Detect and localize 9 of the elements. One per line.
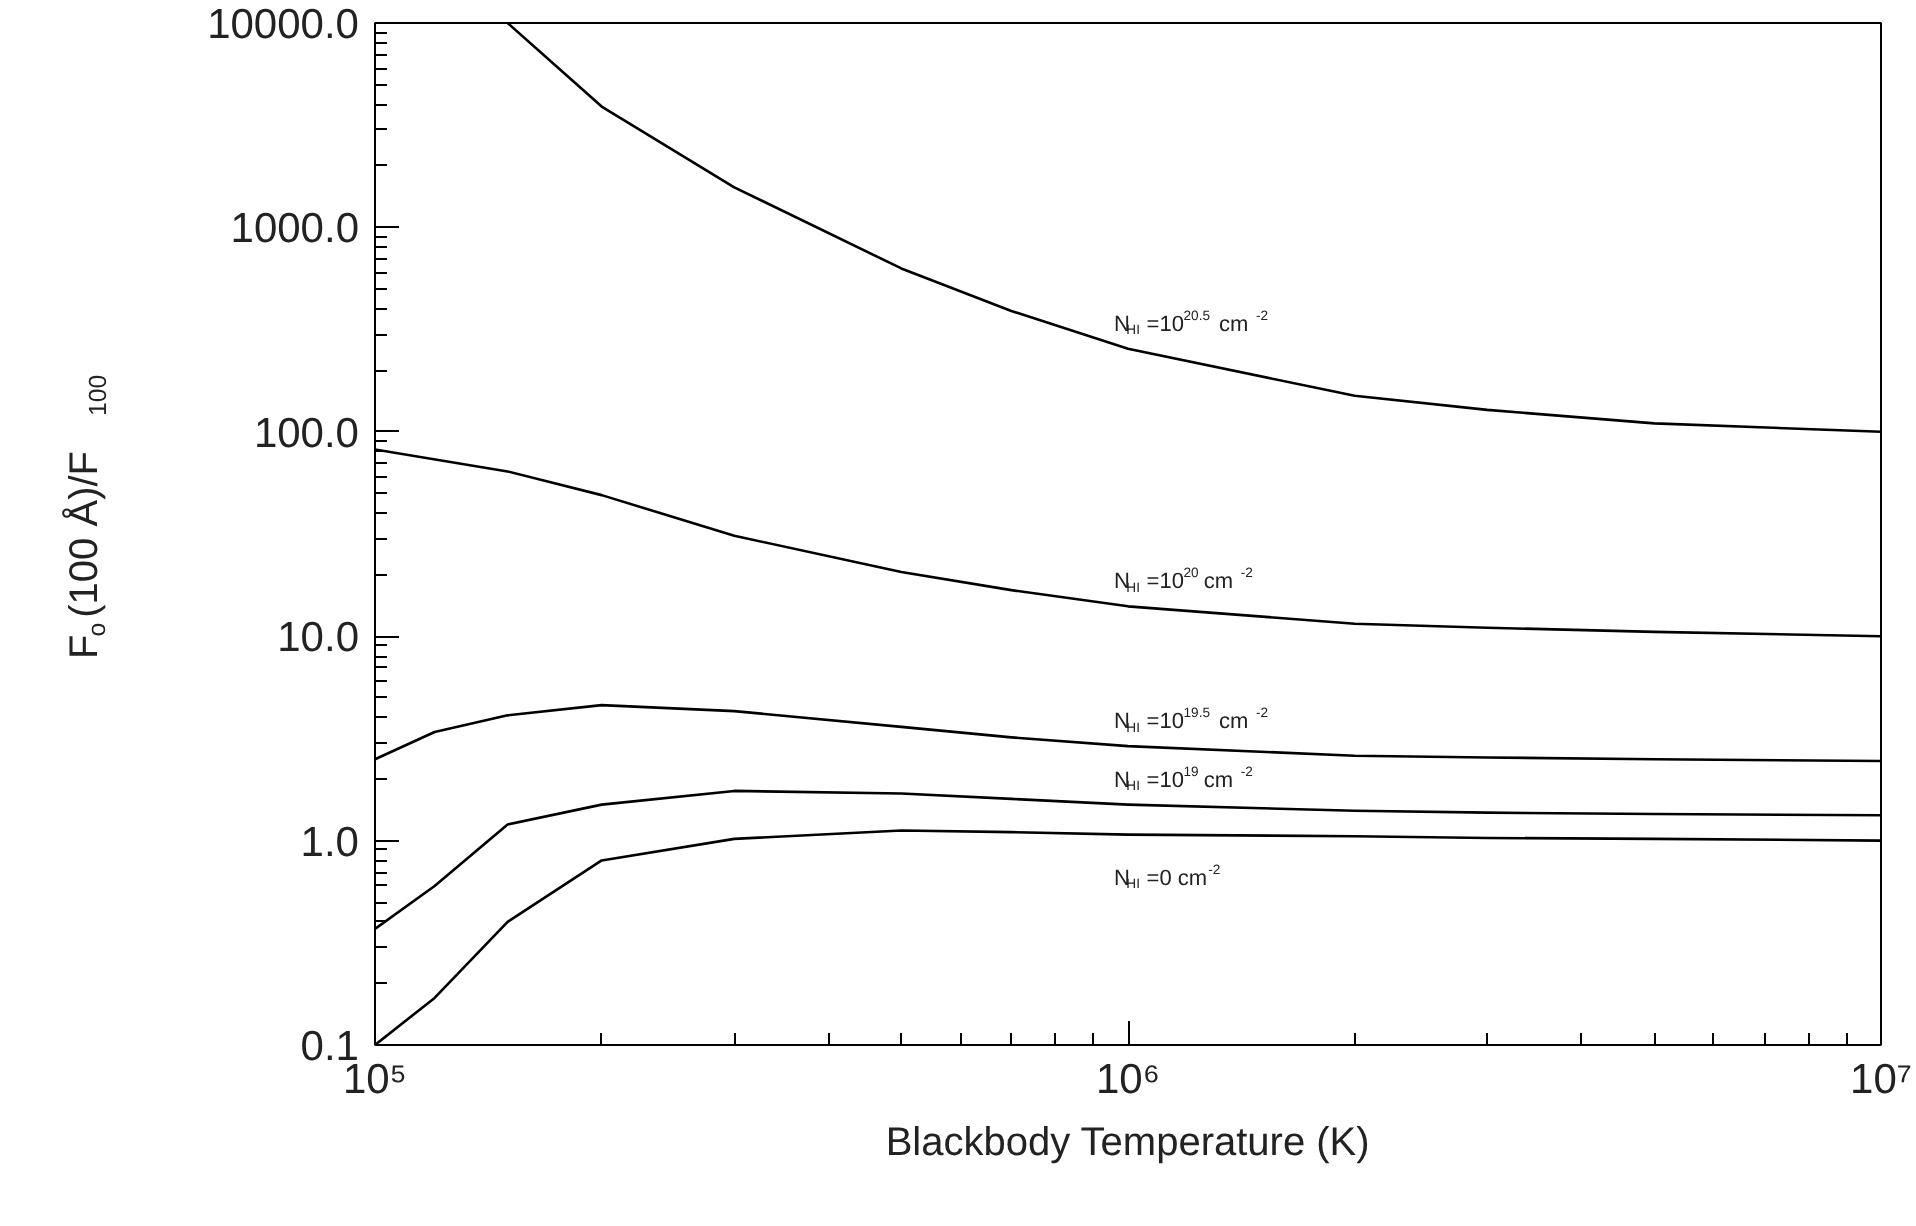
x-tick-label: 10⁶ xyxy=(1096,1057,1161,1103)
y-tick-label: 100.0 xyxy=(253,410,360,457)
y-tick-label: 1000.0 xyxy=(230,206,360,253)
y-tick-label: 1.0 xyxy=(300,819,360,866)
x-tick-label: 10⁷ xyxy=(1850,1057,1912,1103)
y-axis-title: Fo(100 Å)/F100 xyxy=(61,374,112,659)
y-tick-label: 10.0 xyxy=(277,615,360,662)
x-axis-title: Blackbody Temperature (K) xyxy=(885,1121,1370,1165)
y-tick-label: 10000.0 xyxy=(207,2,360,48)
